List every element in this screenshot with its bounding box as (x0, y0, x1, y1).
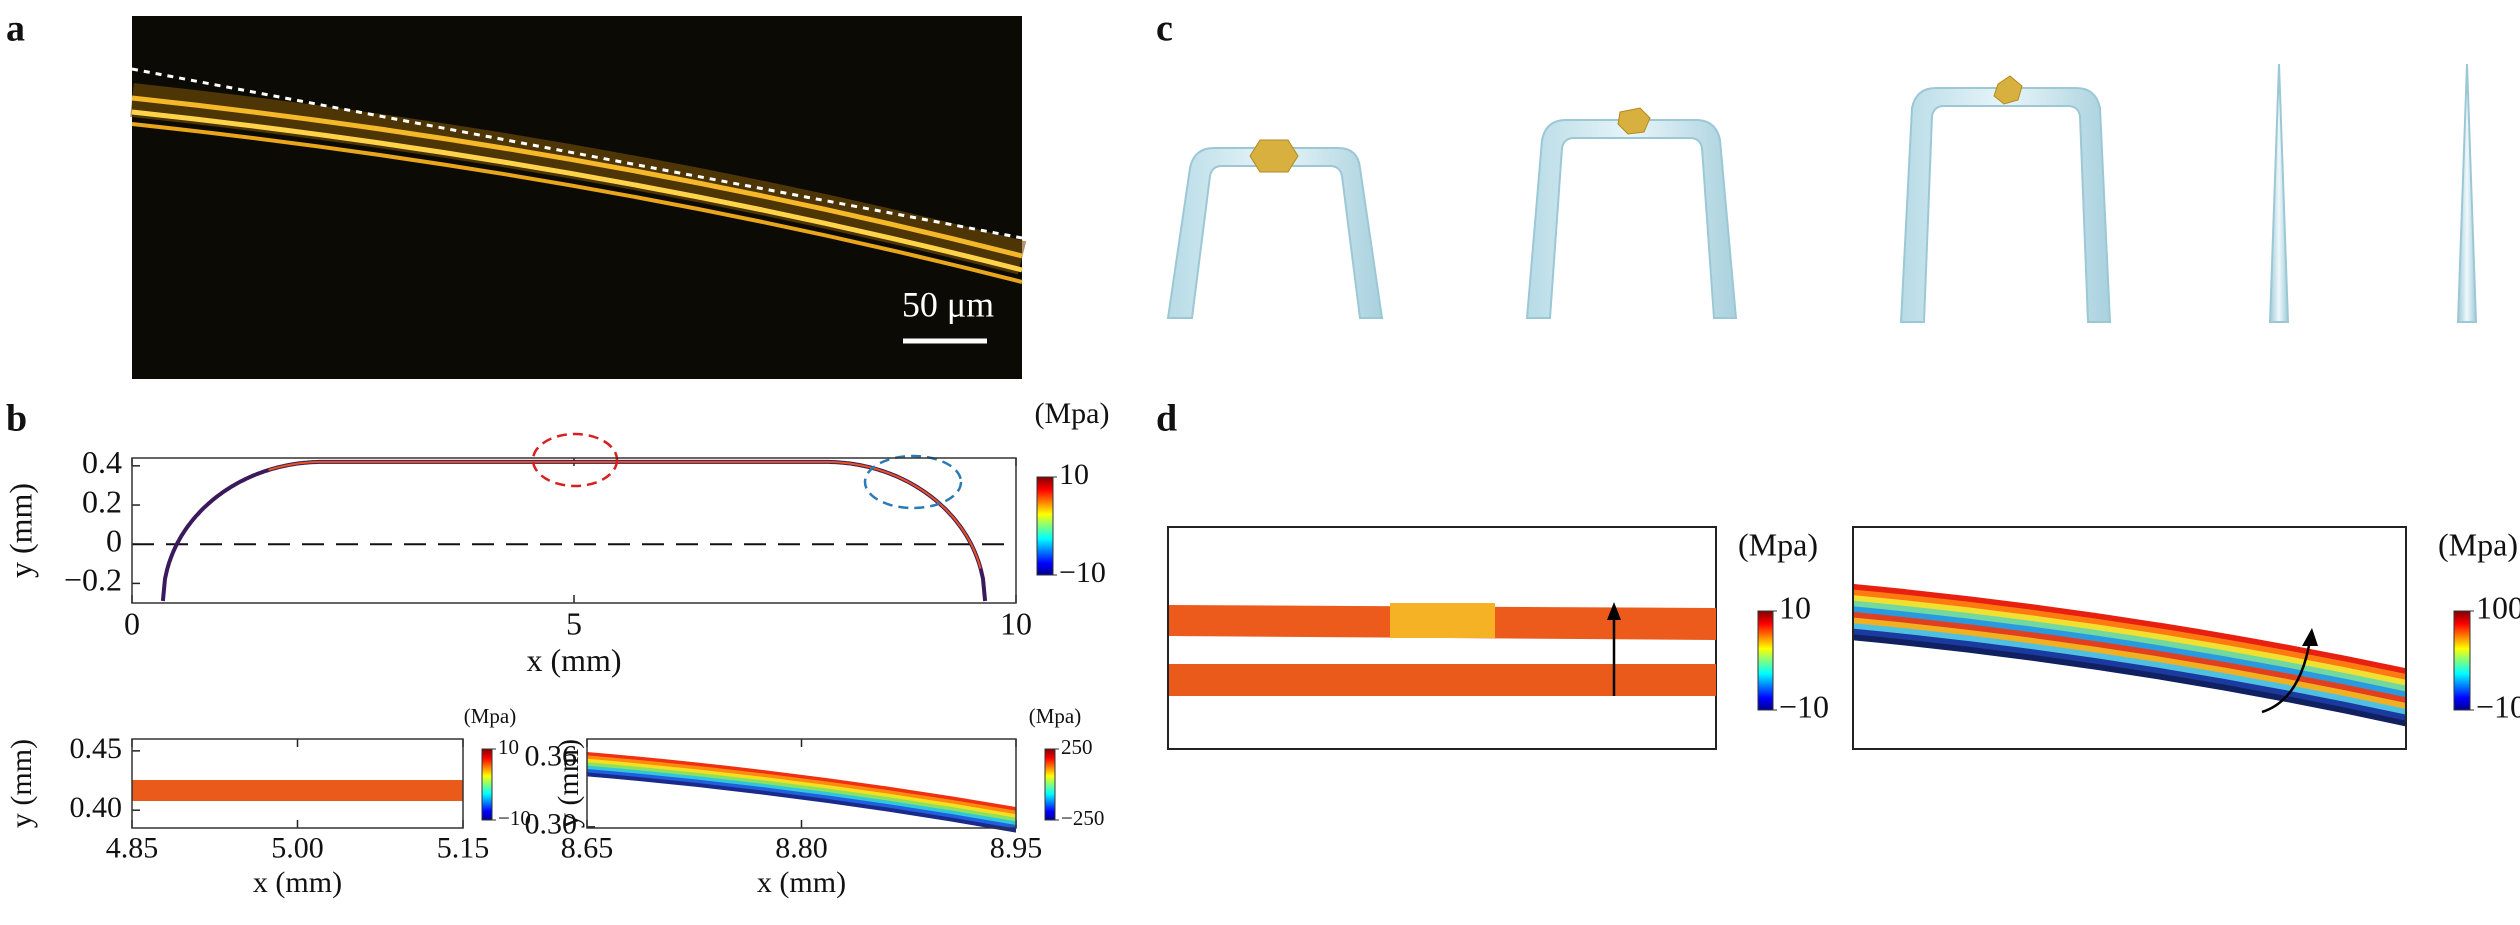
panel-label: a (6, 8, 25, 50)
stress-band (132, 780, 463, 801)
stress-map-right (1852, 526, 2407, 750)
colorbar (1757, 610, 1774, 711)
stress-map-left (1167, 526, 1717, 750)
colorbar-unit: (Mpa) (464, 704, 516, 728)
stress-stripe (1854, 617, 2405, 709)
rainbow-band (1854, 584, 2405, 727)
y-tick-label: 0.40 (70, 791, 123, 824)
stress-stripe (1854, 623, 2405, 715)
y-axis-label: y (mm) (552, 739, 585, 828)
y-tick-label: −0.2 (64, 562, 122, 598)
stress-stripe (587, 752, 1016, 811)
colorbar-unit: (Mpa) (1029, 704, 1081, 728)
beam-center (1390, 603, 1495, 638)
y-tick-label: 0.45 (70, 732, 123, 765)
y-tick-label: 0.2 (82, 483, 122, 519)
y-tick-label: 0.30 (525, 808, 578, 841)
panel-label: c (1156, 8, 1173, 50)
gold-particle (1249, 139, 1299, 173)
colorbar (481, 748, 493, 821)
colorbar (2453, 610, 2471, 711)
colorbar-tick-label: −10 (1779, 688, 1829, 724)
gold-particle (1617, 107, 1651, 135)
colorbar-tick-label: 10 (498, 735, 519, 759)
gold-particle (1993, 75, 2023, 105)
stress-stripe (1854, 595, 2405, 686)
x-tick-label: 10 (1000, 605, 1032, 641)
bridge-structure (1899, 87, 2112, 323)
stress-stripe (587, 765, 1016, 826)
x-tick-label: 5.15 (437, 831, 490, 864)
x-tick-label: 5 (566, 605, 582, 641)
stress-stripe (1854, 628, 2405, 721)
colorbar-tick-label: 250 (1061, 735, 1093, 759)
deflection-curve-stress (161, 460, 987, 602)
stress-stripe (587, 762, 1016, 822)
x-tick-label: 0 (124, 605, 140, 641)
y-tick-label: 0 (106, 523, 122, 559)
highlight-ellipse (863, 454, 963, 510)
colorbar-tick-label: −100 (2476, 688, 2520, 724)
x-tick-label: 8.65 (561, 831, 614, 864)
stress-stripe (587, 758, 1016, 819)
spike-structure (2456, 63, 2478, 323)
x-tick-label: 8.95 (990, 831, 1043, 864)
bridge-structure (1525, 119, 1738, 319)
x-tick-label: 4.85 (106, 831, 159, 864)
spike-structure (2268, 63, 2290, 323)
x-axis-label: x (mm) (253, 866, 342, 899)
colorbar-tick-label: −250 (1061, 806, 1104, 830)
fiber-edge (131, 95, 1023, 259)
highlight-ellipse (531, 432, 619, 488)
colorbar-tick-label: 100 (2476, 589, 2520, 625)
colorbar (1044, 748, 1056, 821)
bridge-structure (1166, 147, 1384, 319)
colorbar-unit: (Mpa) (1035, 397, 1110, 430)
stress-stripe (587, 769, 1016, 829)
stress-stripe (1854, 589, 2405, 680)
colorbar-tick-label: 10 (1059, 458, 1089, 491)
stress-stripe (1854, 600, 2405, 692)
stress-stripe (1854, 584, 2405, 674)
y-tick-label: 0.36 (525, 739, 578, 772)
axes-frame (586, 738, 1017, 829)
arrow-head (1607, 602, 1621, 620)
colorbar-unit: (Mpa) (1738, 526, 1818, 562)
fiber-edge (131, 109, 1023, 273)
x-tick-label: 5.00 (271, 831, 324, 864)
colorbar-tick-label: 10 (1779, 589, 1811, 625)
x-axis-label: x (mm) (526, 642, 621, 678)
arrow-head (2302, 628, 2318, 646)
y-axis-label: y (mm) (2, 483, 38, 578)
panel-label: d (1156, 398, 1177, 440)
y-axis-label: y (mm) (5, 739, 38, 828)
x-axis-label: x (mm) (757, 866, 846, 899)
y-tick-label: 0.4 (82, 444, 122, 480)
stress-stripe (1854, 634, 2405, 727)
colorbar (1036, 476, 1054, 576)
scale-bar-label: 50 μm (902, 284, 994, 324)
stress-stripe (1854, 606, 2405, 698)
axes-frame (131, 738, 464, 829)
micrograph: 50 μm (130, 16, 1027, 379)
deflection-curve (160, 459, 988, 602)
arrow (2261, 639, 2312, 714)
stress-stripe (587, 755, 1016, 815)
fiber-edge (131, 122, 1023, 284)
x-tick-label: 8.80 (775, 831, 828, 864)
stress-stripe (587, 772, 1016, 833)
render-group (1166, 63, 2478, 323)
beam-bottom (1169, 664, 1716, 696)
axes-frame (131, 457, 1017, 604)
image-background (132, 16, 1022, 379)
colorbar-tick-label: −10 (1059, 556, 1106, 589)
stress-stripe (1854, 612, 2405, 703)
colorbar-tick-label: −10 (498, 806, 531, 830)
panel-label: b (6, 398, 27, 440)
colorbar-unit: (Mpa) (2438, 526, 2518, 562)
